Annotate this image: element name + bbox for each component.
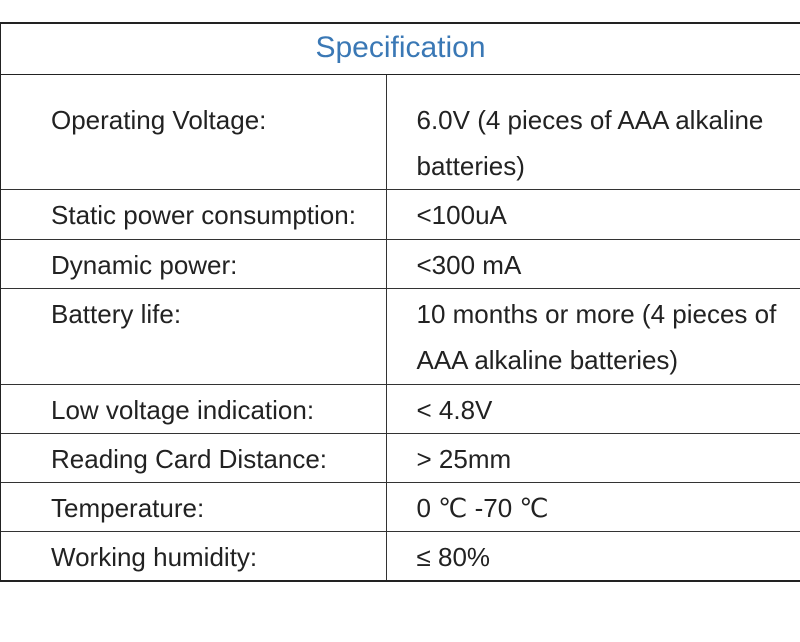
spec-value: > 25mm	[386, 433, 800, 483]
spec-label: Low voltage indication:	[1, 384, 387, 434]
spec-row: Low voltage indication: < 4.8V	[1, 384, 800, 434]
spec-value: 0 ℃ -70 ℃	[386, 482, 800, 532]
spec-row: Working humidity: ≤ 80%	[1, 531, 800, 580]
spec-value: <300 mA	[386, 239, 800, 289]
spec-rows: Operating Voltage: 6.0V (4 pieces of AAA …	[1, 75, 800, 580]
spec-value: ≤ 80%	[386, 531, 800, 580]
spec-label: Static power consumption:	[1, 189, 387, 240]
spec-row: Reading Card Distance: > 25mm	[1, 433, 800, 483]
spec-label: Operating Voltage:	[1, 75, 387, 190]
spec-value: < 4.8V	[386, 384, 800, 434]
spec-row: Dynamic power: <300 mA	[1, 239, 800, 289]
spec-label: Temperature:	[1, 482, 387, 532]
spec-label: Dynamic power:	[1, 239, 387, 289]
spec-table: Specification Operating Voltage: 6.0V (4 …	[0, 22, 800, 582]
spec-row: Static power consumption: <100uA	[1, 189, 800, 240]
table-title: Specification	[1, 24, 800, 75]
spec-label: Battery life:	[1, 288, 387, 385]
spec-value: 10 months or more (4 pieces of AAA alkal…	[386, 288, 800, 385]
spec-value: <100uA	[386, 189, 800, 240]
spec-label: Working humidity:	[1, 531, 387, 580]
spec-row: Operating Voltage: 6.0V (4 pieces of AAA …	[1, 75, 800, 190]
spec-value: 6.0V (4 pieces of AAA alkaline batteries…	[416, 105, 764, 181]
spec-row: Temperature: 0 ℃ -70 ℃	[1, 482, 800, 532]
spec-label: Reading Card Distance:	[1, 433, 387, 483]
spec-row: Battery life: 10 months or more (4 pieces…	[1, 288, 800, 385]
